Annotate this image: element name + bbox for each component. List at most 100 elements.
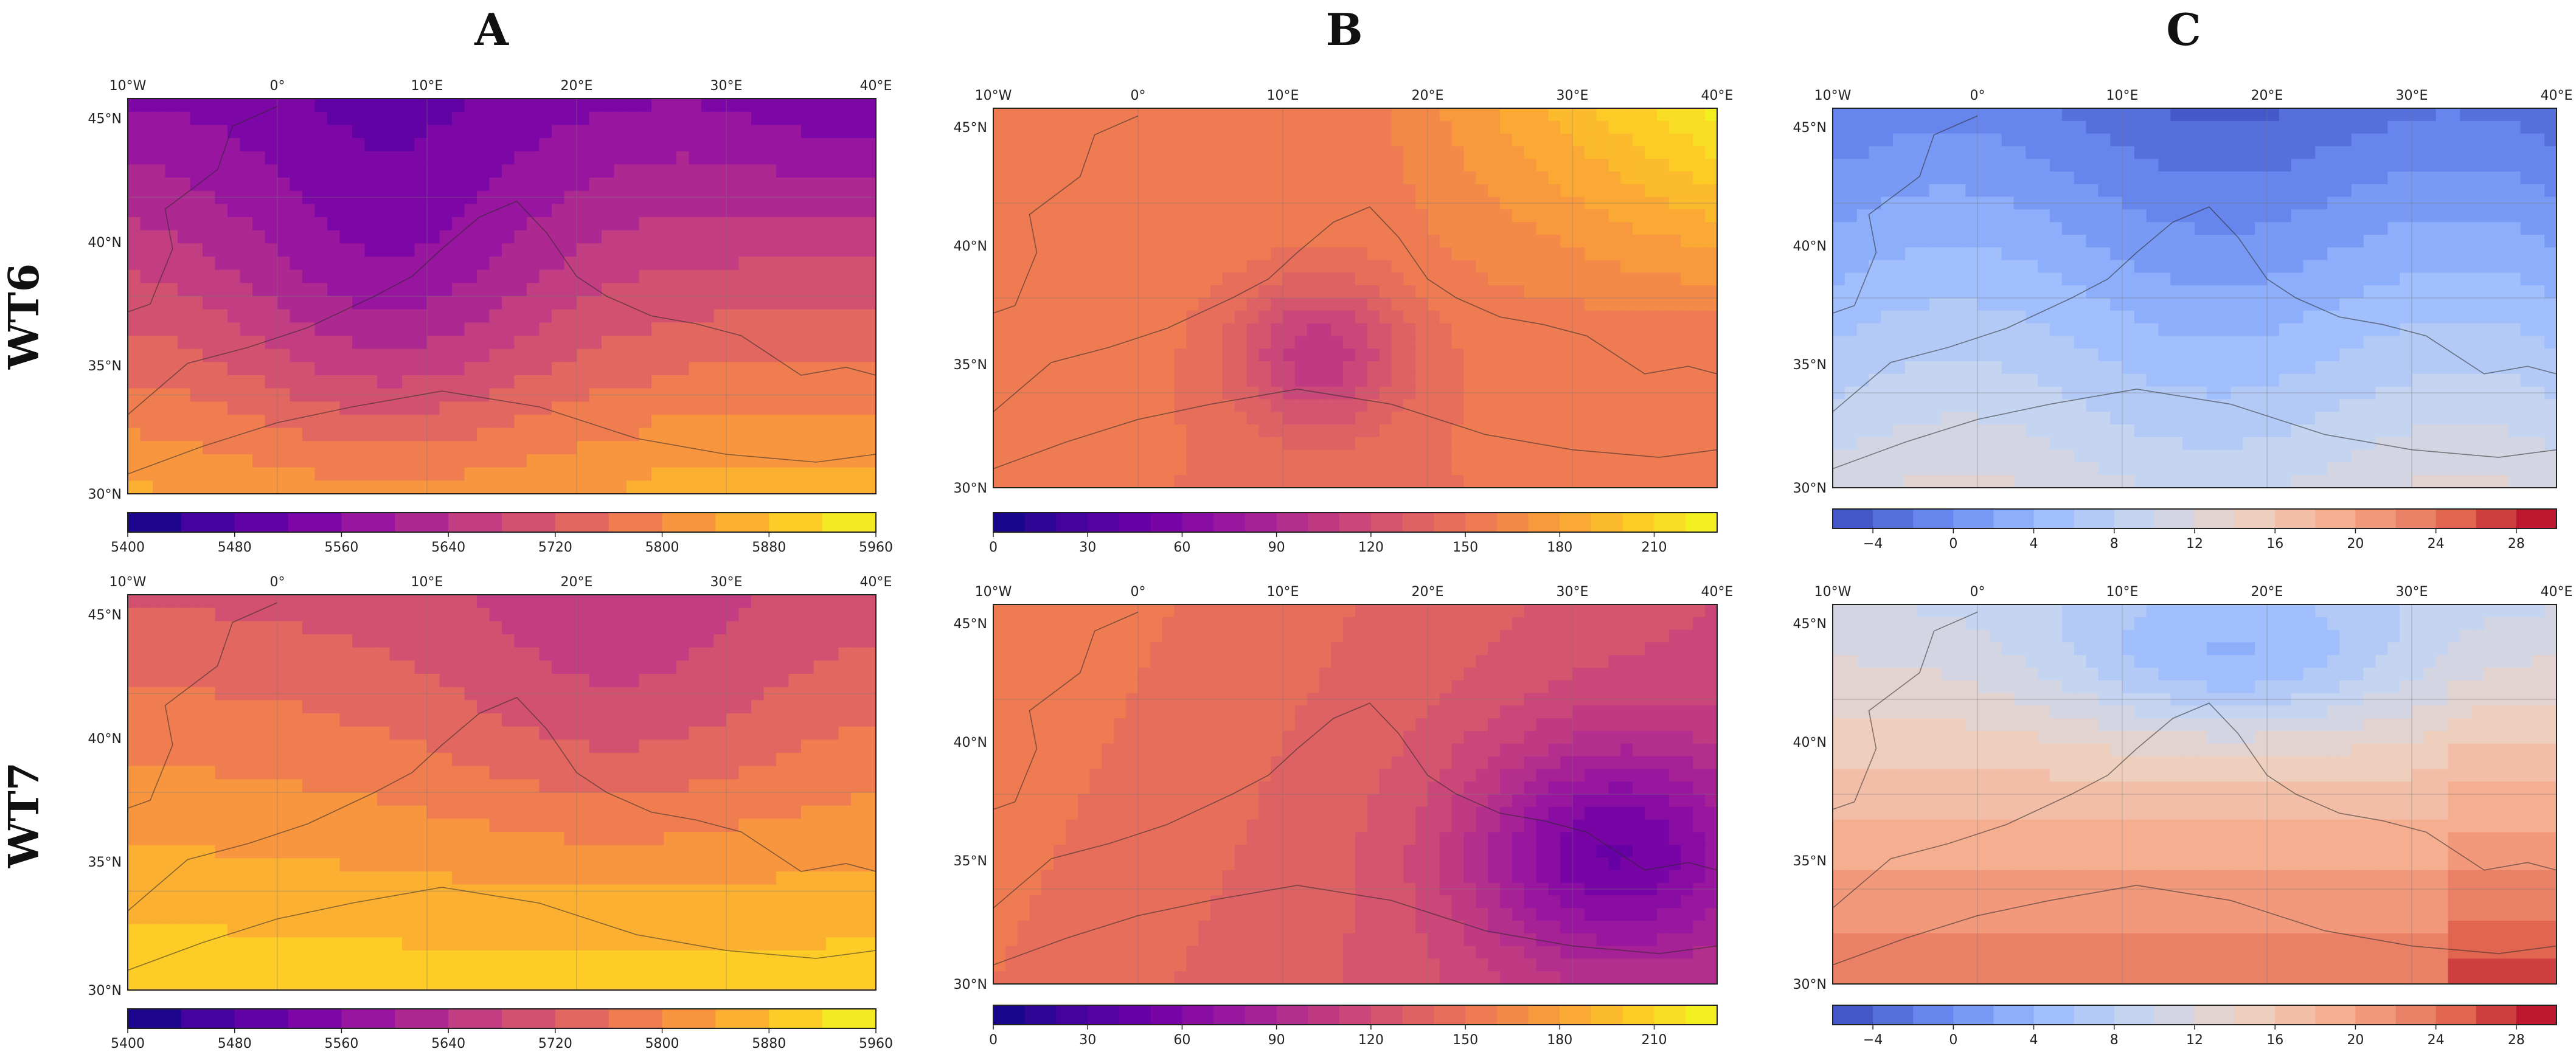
map-cell — [227, 415, 241, 429]
map-cell — [1881, 361, 1894, 375]
map-cell — [1833, 336, 1845, 349]
map-cell — [751, 428, 765, 441]
map-cell — [751, 99, 765, 113]
map-cell — [265, 428, 278, 441]
map-cell — [265, 190, 278, 204]
map-cell — [776, 336, 790, 350]
map-cell — [1681, 146, 1693, 159]
map-cell — [738, 217, 752, 231]
map-cell — [564, 99, 577, 113]
map-cell — [602, 178, 615, 192]
map-cell — [1596, 120, 1609, 134]
map-cell — [1439, 399, 1453, 412]
map-cell — [1054, 298, 1066, 311]
map-cell — [1439, 222, 1453, 235]
map-cell — [364, 309, 378, 323]
map-cell — [1367, 310, 1380, 324]
map-cell — [1198, 133, 1211, 147]
map-cell — [1041, 146, 1054, 159]
map-cell — [1186, 146, 1199, 159]
map-cell — [701, 230, 715, 244]
map-cell — [1693, 361, 1706, 375]
map-cell — [302, 441, 316, 455]
map-cell — [738, 190, 752, 204]
map-cell — [265, 204, 278, 218]
map-cell — [327, 138, 341, 152]
map-cell — [1114, 386, 1127, 400]
map-cell — [1512, 260, 1525, 273]
map-cell — [1476, 437, 1488, 451]
map-cell — [614, 269, 627, 283]
map-cell — [664, 204, 677, 218]
map-cell — [1869, 159, 1881, 172]
map-cell — [1953, 323, 1966, 336]
map-cell — [215, 348, 228, 362]
map-cell — [726, 230, 740, 244]
map-cell — [993, 184, 1006, 198]
map-cell — [2496, 260, 2509, 273]
map-cell — [589, 415, 602, 429]
map-cell — [1403, 462, 1416, 476]
map-cell — [1319, 159, 1331, 172]
map-cell — [1174, 159, 1187, 172]
map-cell — [664, 269, 677, 283]
map-cell — [1608, 386, 1621, 400]
map-cell — [2508, 184, 2521, 198]
map-cell — [1246, 272, 1259, 286]
map-cell — [639, 480, 652, 494]
map-cell — [564, 322, 577, 336]
map-cell — [1620, 399, 1633, 412]
map-cell — [128, 178, 141, 192]
map-cell — [726, 99, 740, 113]
map-cell — [2243, 120, 2255, 134]
map-cell — [1222, 171, 1235, 185]
map-cell — [2026, 336, 2038, 349]
map-cell — [252, 428, 266, 441]
map-cell — [2050, 310, 2063, 324]
map-cell — [377, 190, 391, 204]
map-cell — [1174, 399, 1187, 412]
colorbar-segment — [662, 513, 717, 532]
map-cell — [2484, 285, 2497, 299]
map-cell — [2243, 133, 2255, 147]
map-cell — [265, 138, 278, 152]
map-cell — [602, 204, 615, 218]
map-cell — [2074, 310, 2087, 324]
map-cell — [1917, 348, 1930, 362]
map-cell — [2182, 285, 2195, 299]
map-cell — [1560, 260, 1573, 273]
map-cell — [1355, 462, 1368, 476]
map-cell — [402, 243, 415, 257]
map-cell — [265, 283, 278, 297]
map-cell — [2339, 235, 2352, 248]
map-cell — [1584, 120, 1597, 134]
map-cell — [1500, 209, 1513, 223]
map-cell — [564, 204, 577, 218]
map-cell — [502, 269, 515, 283]
map-cell — [1307, 449, 1320, 463]
map-cell — [763, 138, 777, 152]
map-cell — [1403, 209, 1416, 223]
map-cell — [2267, 285, 2280, 299]
map-cell — [1089, 399, 1103, 412]
map-cell — [2387, 209, 2400, 223]
map-cell — [364, 125, 378, 139]
map-cell — [2472, 159, 2485, 172]
map-cell — [1222, 235, 1235, 248]
map-cell — [2460, 310, 2473, 324]
map-cell — [689, 454, 702, 468]
map-cell — [1524, 462, 1537, 476]
map-cell — [1869, 323, 1881, 336]
map-cell — [2026, 171, 2038, 185]
map-cell — [215, 309, 228, 323]
map-cell — [2484, 235, 2497, 248]
map-cell — [1138, 310, 1151, 324]
map-cell — [2134, 209, 2147, 223]
map-cell — [552, 454, 565, 468]
map-cell — [2508, 133, 2521, 147]
map-cell — [302, 415, 316, 429]
map-cell — [1054, 323, 1066, 336]
map-cell — [227, 322, 241, 336]
map-cell — [252, 204, 266, 218]
map-cell — [2218, 108, 2232, 122]
